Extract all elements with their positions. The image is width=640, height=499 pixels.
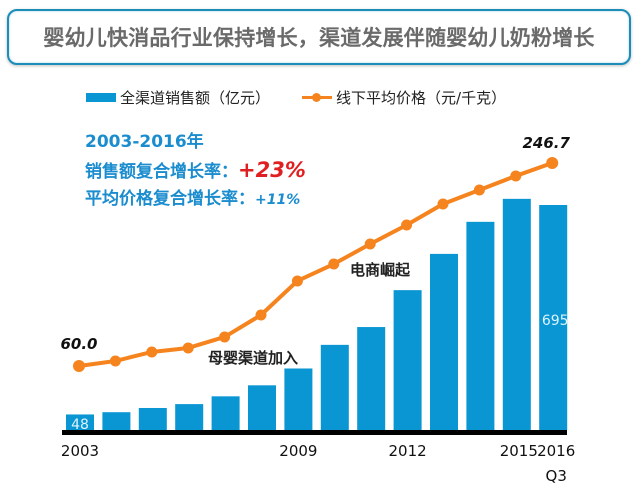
bar-2009 [284,368,313,430]
price-point-2005 [146,346,158,358]
price-point-2015 [510,170,522,182]
price-point-2014 [473,184,485,196]
bar-2014 [466,221,495,430]
price-point-2008 [255,309,267,321]
bar-2005 [138,407,167,430]
price-point-2011 [364,238,376,250]
legend-item-price: 线下平均价格（元/千克） [302,87,506,108]
price-point-2009 [291,275,303,287]
bar-2015 [502,198,531,430]
price-point-2007 [219,331,231,343]
x-tick-label: 2012 [389,442,427,460]
line-swatch-icon [302,92,333,102]
stats-price-cagr: 平均价格复合增长率：+11% [85,184,306,209]
x-tick-label: 2003 [61,442,99,460]
price-value-label: 246.7 [522,134,570,152]
legend: 全渠道销售额（亿元） 线下平均价格（元/千克） [86,86,538,108]
price-point-2003 [73,360,85,372]
title-box: 婴幼儿快消品行业保持增长，渠道发展伴随婴幼儿奶粉增长 [7,9,631,65]
bar-2012 [393,290,422,430]
price-point-2004 [109,355,121,367]
x-tick-label: 2016 [537,442,575,460]
x-tick-sublabel: Q3 [546,467,567,485]
price-value-label: 60.0 [60,335,97,353]
price-line [78,161,553,368]
bar-2011 [357,327,386,430]
price-point-2006 [182,342,194,354]
legend-label-sales: 全渠道销售额（亿元） [120,88,271,107]
annotation-label: 电商崛起 [350,261,411,279]
bar-swatch-icon [86,92,116,102]
price-point-2016-Q3 [546,157,559,169]
bar-2003 [66,414,94,430]
bar-2006 [175,404,204,430]
price-point-2013 [437,198,449,210]
bar-2004 [102,412,131,430]
sales-cagr-value: +23% [238,158,306,182]
price-point-2012 [401,219,413,231]
sales-cagr-label: 销售额复合增长率： [85,162,238,182]
bar-value-label: 48 [71,417,89,433]
bar-2007 [211,396,240,430]
x-tick-label: 2015 [500,442,538,460]
bar-2008 [248,385,276,430]
legend-label-price: 线下平均价格（元/千克） [336,88,507,107]
bar-2010 [320,344,349,430]
stats-period: 2003-2016年 [85,132,204,152]
stats-block: 2003-2016年 销售额复合增长率：+23% 平均价格复合增长率：+11% [85,127,306,209]
x-axis-line [62,430,567,435]
price-cagr-label: 平均价格复合增长率： [85,189,255,209]
x-tick-label: 2009 [279,442,317,460]
price-point-2010 [328,258,340,270]
annotation-label: 母婴渠道加入 [208,349,298,367]
legend-item-sales: 全渠道销售额（亿元） [86,87,270,108]
bar-2016-Q3 [539,205,568,430]
stats-sales-cagr: 销售额复合增长率：+23% [85,157,306,182]
bar-2013 [430,253,458,430]
page-title: 婴幼儿快消品行业保持增长，渠道发展伴随婴幼儿奶粉增长 [43,26,595,50]
price-cagr-value: +11% [255,192,301,208]
bar-value-label: 695 [542,313,569,329]
